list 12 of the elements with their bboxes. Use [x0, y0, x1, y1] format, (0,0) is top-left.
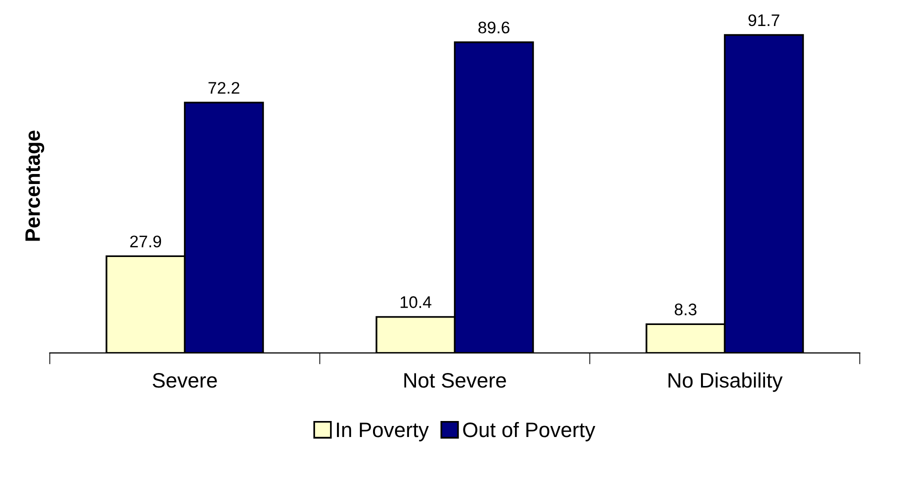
- data-label: 72.2: [208, 82, 240, 94]
- data-label: 89.6: [478, 22, 510, 34]
- data-label: 27.9: [130, 236, 162, 248]
- x-tick-label: No Disability: [668, 372, 783, 392]
- data-label: 8.3: [674, 304, 696, 316]
- legend-label: Out of Poverty: [463, 422, 596, 442]
- x-tick-label: Not Severe: [404, 372, 506, 388]
- y-axis-title: Percentage: [25, 130, 44, 241]
- x-tick-label: Severe: [152, 372, 217, 388]
- legend-label: In Poverty: [336, 422, 429, 442]
- data-label: 91.7: [748, 14, 780, 26]
- data-label: 10.4: [400, 296, 432, 308]
